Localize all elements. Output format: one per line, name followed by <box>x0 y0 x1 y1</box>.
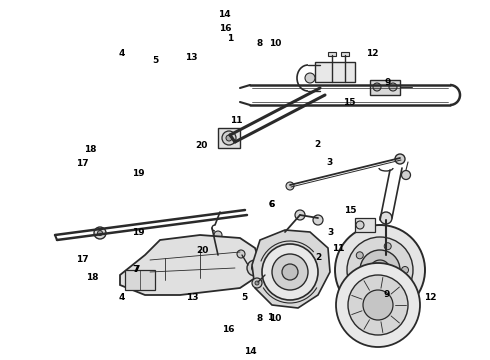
Circle shape <box>282 264 298 280</box>
Circle shape <box>252 278 262 288</box>
Circle shape <box>226 135 232 141</box>
Text: 13: 13 <box>185 53 197 62</box>
Circle shape <box>347 237 413 303</box>
Text: 17: 17 <box>75 256 88 265</box>
Text: 3: 3 <box>326 158 332 167</box>
Text: 16: 16 <box>219 24 232 33</box>
Text: 15: 15 <box>343 98 355 107</box>
Polygon shape <box>370 80 400 95</box>
Text: 14: 14 <box>218 10 231 19</box>
Text: 5: 5 <box>153 56 159 65</box>
Circle shape <box>251 265 259 271</box>
Text: 8: 8 <box>257 39 263 48</box>
Text: 1: 1 <box>227 35 233 44</box>
Text: 5: 5 <box>241 293 247 302</box>
Circle shape <box>360 250 400 290</box>
Circle shape <box>389 83 397 91</box>
Circle shape <box>401 266 409 274</box>
Circle shape <box>247 260 263 276</box>
Text: 2: 2 <box>315 140 320 149</box>
Circle shape <box>214 231 222 239</box>
Circle shape <box>356 221 364 229</box>
Circle shape <box>262 244 318 300</box>
Circle shape <box>356 281 363 288</box>
Polygon shape <box>382 252 390 262</box>
Circle shape <box>384 243 391 250</box>
Text: 19: 19 <box>132 169 145 178</box>
Text: 14: 14 <box>244 347 256 356</box>
Circle shape <box>255 281 259 285</box>
Text: 12: 12 <box>424 293 436 302</box>
Circle shape <box>356 252 363 259</box>
Polygon shape <box>252 230 330 308</box>
Polygon shape <box>120 235 260 295</box>
Text: 8: 8 <box>257 314 263 323</box>
Circle shape <box>336 263 420 347</box>
Text: 10: 10 <box>269 39 281 48</box>
Circle shape <box>363 290 393 320</box>
Text: 18: 18 <box>84 145 97 154</box>
Circle shape <box>217 253 227 263</box>
Circle shape <box>335 225 425 315</box>
Text: 1: 1 <box>267 314 273 323</box>
Text: 10: 10 <box>269 314 282 323</box>
Polygon shape <box>315 62 355 82</box>
Text: 20: 20 <box>196 246 208 255</box>
Text: 11: 11 <box>230 116 243 125</box>
Text: 12: 12 <box>366 49 379 58</box>
Text: 4: 4 <box>119 293 125 302</box>
Polygon shape <box>125 270 155 290</box>
Text: 16: 16 <box>222 325 234 334</box>
Circle shape <box>272 254 308 290</box>
Circle shape <box>237 250 245 258</box>
Text: 6: 6 <box>269 199 275 208</box>
Text: 4: 4 <box>118 49 125 58</box>
Circle shape <box>376 266 384 274</box>
Text: 9: 9 <box>384 290 391 299</box>
Polygon shape <box>328 52 336 56</box>
Text: 20: 20 <box>196 141 208 150</box>
Circle shape <box>222 131 236 145</box>
Text: 7: 7 <box>133 265 140 274</box>
Text: 9: 9 <box>385 77 391 86</box>
Polygon shape <box>218 128 240 148</box>
Circle shape <box>395 154 405 164</box>
Text: 2: 2 <box>315 253 321 262</box>
Text: 17: 17 <box>76 159 89 168</box>
Text: 13: 13 <box>186 293 198 302</box>
Circle shape <box>305 73 315 83</box>
Circle shape <box>401 171 411 180</box>
Circle shape <box>373 83 381 91</box>
Circle shape <box>295 210 305 220</box>
Text: 19: 19 <box>132 228 145 237</box>
Circle shape <box>98 230 102 235</box>
Circle shape <box>286 182 294 190</box>
Circle shape <box>370 260 390 280</box>
Text: 7: 7 <box>133 265 139 274</box>
Circle shape <box>380 212 392 224</box>
Text: 6: 6 <box>269 200 275 209</box>
Circle shape <box>348 275 408 335</box>
Circle shape <box>94 227 106 239</box>
Text: 18: 18 <box>86 274 98 283</box>
Circle shape <box>384 290 391 297</box>
Circle shape <box>313 215 323 225</box>
Polygon shape <box>355 218 375 232</box>
Text: 3: 3 <box>327 228 333 237</box>
Text: 15: 15 <box>344 206 356 215</box>
Text: 11: 11 <box>332 243 344 252</box>
Polygon shape <box>341 52 349 56</box>
